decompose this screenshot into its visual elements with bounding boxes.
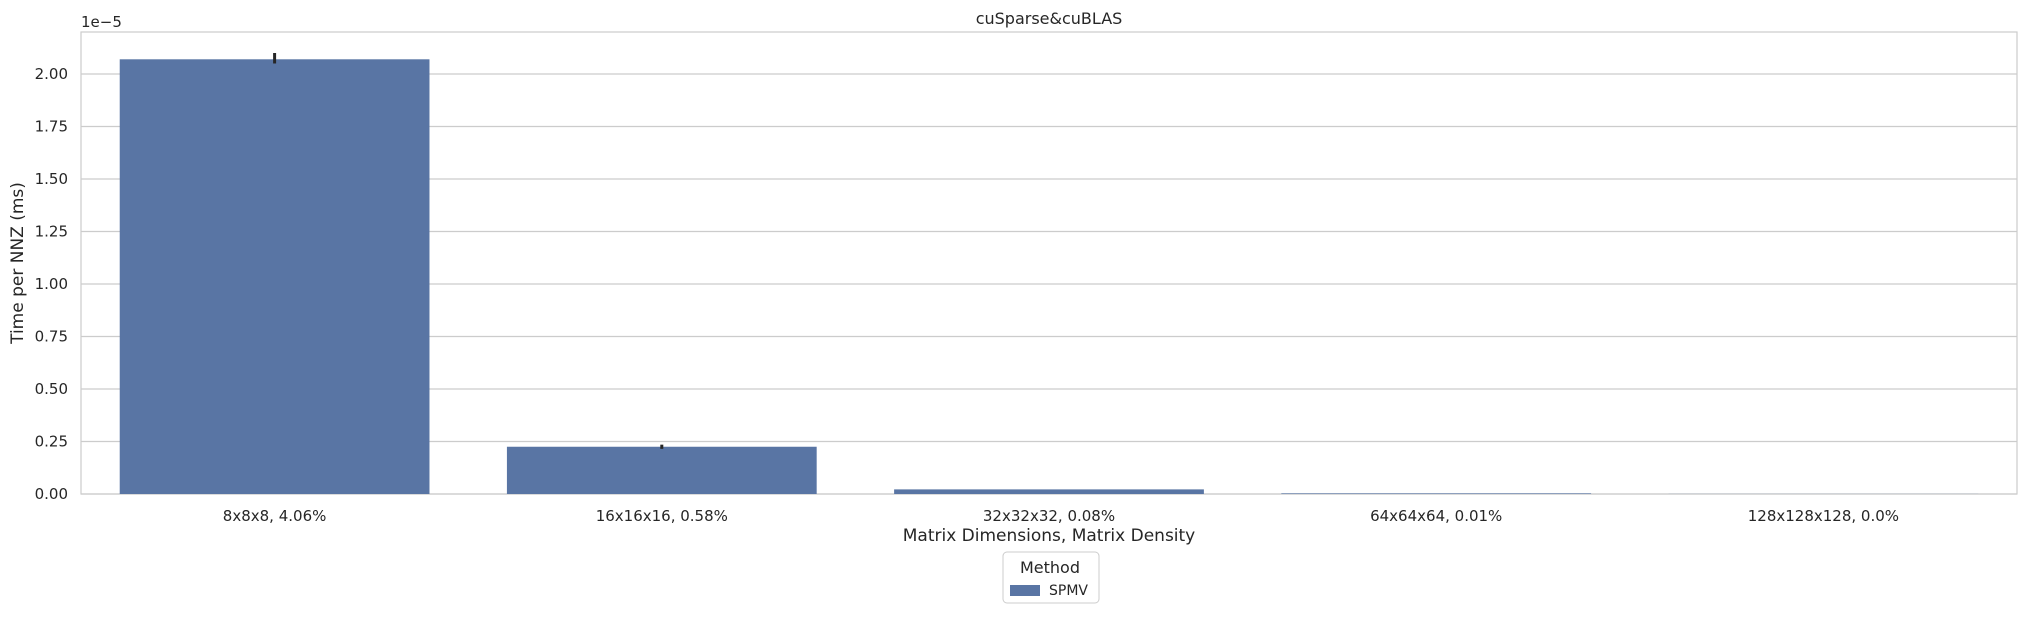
x-tick-label: 128x128x128, 0.0% (1748, 507, 1899, 525)
x-tick-label: 64x64x64, 0.01% (1370, 507, 1502, 525)
legend-label: SPMV (1049, 583, 1088, 599)
y-tick-label: 2.00 (35, 65, 68, 83)
y-tick-label: 1.75 (35, 118, 68, 136)
y-axis-label: Time per NNZ (ms) (8, 182, 28, 345)
legend: Method SPMV (1003, 552, 1099, 603)
y-tick-label: 1.00 (35, 275, 68, 293)
bar (507, 447, 817, 494)
x-axis-label: Matrix Dimensions, Matrix Density (903, 526, 1196, 546)
bar (1281, 493, 1591, 494)
bar (894, 489, 1204, 494)
y-tick-label: 0.25 (35, 433, 68, 451)
x-tick-label: 32x32x32, 0.08% (983, 507, 1115, 525)
y-offset-label: 1e−5 (81, 13, 122, 31)
chart-title: cuSparse&cuBLAS (976, 9, 1123, 28)
legend-title: Method (1020, 558, 1080, 577)
y-tick-label: 0.50 (35, 380, 68, 398)
bar (120, 59, 430, 494)
y-tick-label: 0.00 (35, 485, 68, 503)
x-tick-label: 8x8x8, 4.06% (223, 507, 327, 525)
x-tick-labels: 8x8x8, 4.06% 16x16x16, 0.58% 32x32x32, 0.0… (223, 507, 1899, 525)
y-tick-labels: 0.00 0.25 0.50 0.75 1.00 1.25 1.50 1.75 2.00 (35, 65, 68, 503)
x-tick-label: 16x16x16, 0.58% (596, 507, 728, 525)
y-tick-label: 1.25 (35, 223, 68, 241)
legend-swatch (1010, 585, 1040, 596)
y-tick-label: 0.75 (35, 328, 68, 346)
y-tick-label: 1.50 (35, 170, 68, 188)
